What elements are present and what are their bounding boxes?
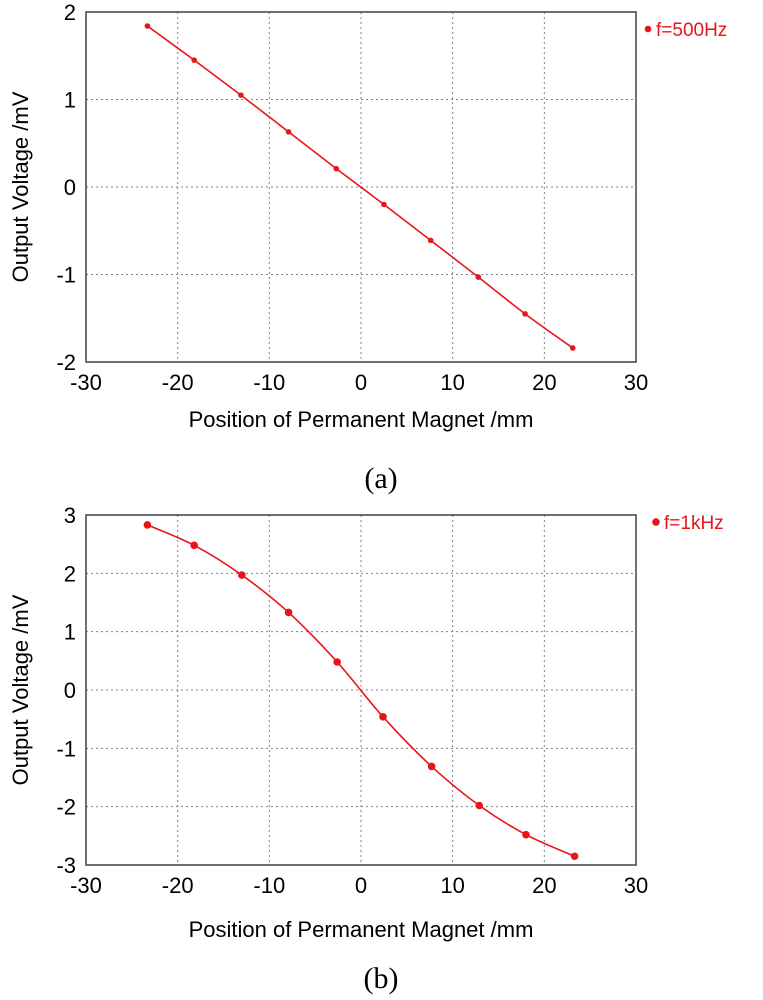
x-tick-label: -30 xyxy=(70,873,102,898)
x-tick-label: 20 xyxy=(532,873,556,898)
y-axis-label: Output Voltage /mV xyxy=(8,594,33,785)
x-tick-label: -20 xyxy=(162,370,194,395)
data-point xyxy=(475,801,484,810)
x-tick-label: 30 xyxy=(624,873,648,898)
x-tick-label: 30 xyxy=(624,370,648,395)
legend: f=500Hz xyxy=(644,20,727,41)
data-point xyxy=(333,165,340,172)
x-tick-label: 10 xyxy=(440,873,464,898)
figure-caption: (b) xyxy=(364,962,399,995)
data-point xyxy=(333,658,341,666)
y-tick-label: -2 xyxy=(56,795,76,820)
x-axis-label: Position of Permanent Magnet /mm xyxy=(189,917,534,942)
data-point xyxy=(238,571,246,579)
y-tick-label: -3 xyxy=(56,853,76,878)
legend-marker xyxy=(652,518,660,526)
y-tick-label: -1 xyxy=(56,263,76,288)
data-point xyxy=(285,129,292,135)
figure-caption: (a) xyxy=(364,462,397,495)
y-tick-label: 2 xyxy=(64,561,76,586)
data-point xyxy=(143,521,152,529)
data-point xyxy=(522,830,530,839)
plot-frame xyxy=(85,11,637,363)
data-point xyxy=(238,92,244,98)
x-tick-label: 0 xyxy=(355,370,367,395)
x-tick-label: -10 xyxy=(253,873,285,898)
y-tick-label: 0 xyxy=(64,678,76,703)
data-point xyxy=(284,608,293,617)
data-point xyxy=(191,57,197,63)
data-point xyxy=(475,274,482,280)
x-tick-label: 0 xyxy=(355,873,367,898)
data-point xyxy=(427,762,436,771)
legend: f=1kHz xyxy=(652,513,724,534)
y-tick-label: 0 xyxy=(64,175,76,200)
y-tick-label: 2 xyxy=(64,0,76,25)
x-tick-label: 20 xyxy=(532,370,556,395)
data-point xyxy=(522,311,528,317)
data-point xyxy=(427,237,434,244)
data-point xyxy=(570,852,579,861)
series-line xyxy=(146,25,574,349)
legend-label: f=1kHz xyxy=(664,513,724,534)
data-point xyxy=(144,23,151,29)
y-tick-label: -1 xyxy=(56,736,76,761)
legend-marker xyxy=(644,25,652,33)
y-tick-label: 3 xyxy=(64,503,76,528)
x-tick-label: -10 xyxy=(253,370,285,395)
x-tick-label: -30 xyxy=(70,370,102,395)
legend-label: f=500Hz xyxy=(656,20,727,41)
x-axis-label: Position of Permanent Magnet /mm xyxy=(189,407,534,432)
y-tick-label: 1 xyxy=(64,88,76,113)
data-point xyxy=(569,345,576,351)
y-tick-label: 1 xyxy=(64,620,76,645)
data-point xyxy=(381,201,387,208)
y-axis-label: Output Voltage /mV xyxy=(8,91,33,282)
x-tick-label: -20 xyxy=(162,873,194,898)
y-tick-label: -2 xyxy=(56,350,76,375)
data-point xyxy=(190,541,198,550)
plot-frame xyxy=(85,514,637,866)
x-tick-label: 10 xyxy=(440,370,464,395)
data-point xyxy=(379,713,387,721)
series-line xyxy=(147,524,575,857)
